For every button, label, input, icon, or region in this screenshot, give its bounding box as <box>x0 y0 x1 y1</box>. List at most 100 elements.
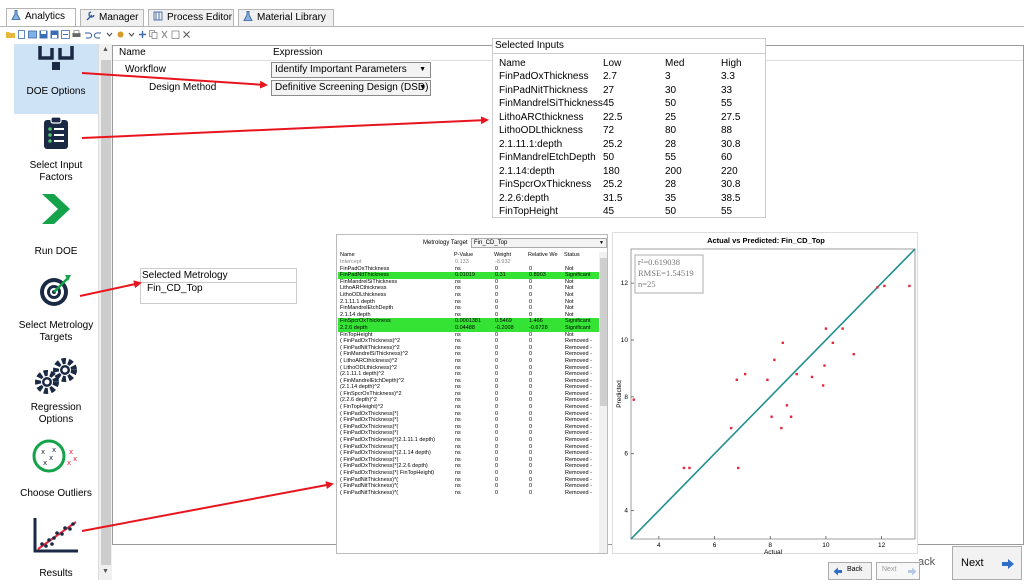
table-row[interactable]: ( FinPadOxThickness)^2 ns 0 0 Removed - <box>338 338 600 345</box>
table-row[interactable]: ( FinPadOxThickness)*( FinTopHeight) ns 0 0… <box>338 470 600 477</box>
design-method-select[interactable]: Definitive Screening Design (DSD) ▼ <box>271 80 431 96</box>
table-row[interactable]: ( FinPadNitThickness)*(ns 0 0 Removed - <box>338 483 600 490</box>
table-row[interactable]: ( FinPadOxThickness)*(ns 0 0 Removed - <box>338 411 600 418</box>
table-row[interactable]: FinSpcrOxThickness 0.0001381 0.5469 1.466 Si… <box>338 318 600 325</box>
tab-manager[interactable]: Manager <box>80 9 144 26</box>
table-row[interactable]: FinPadNitThickness 27 30 33 <box>499 84 761 98</box>
scroll-down-icon[interactable]: ▼ <box>102 568 109 575</box>
chevron-down-icon[interactable] <box>127 30 136 39</box>
table-cell: 0 <box>495 430 499 437</box>
back-button-small[interactable]: Back <box>828 562 872 580</box>
table-row[interactable]: FinMandrelEtchDepth 50 55 60 <box>499 151 761 165</box>
table-cell: ns <box>455 430 461 437</box>
print-icon[interactable] <box>72 29 81 39</box>
scroll-thumb[interactable] <box>600 258 607 406</box>
chevron-down-icon[interactable] <box>105 30 114 39</box>
table-row[interactable]: ( FinSpcrOxThickness)^2 ns 0 0 Removed - <box>338 391 600 398</box>
table-row[interactable]: Intercept 0.133 -8.932 <box>338 259 600 266</box>
new-file-icon[interactable] <box>17 29 26 39</box>
table-cell: FinSpcrOxThickness <box>340 318 391 325</box>
undo-icon[interactable] <box>83 30 92 39</box>
selected-metrology-value[interactable]: Fin_CD_Top <box>147 283 203 294</box>
nav-regression-options[interactable]: Regression Options <box>14 350 98 428</box>
table-row[interactable]: 2.1.14 depth ns 0 0 Not <box>338 312 600 319</box>
next-button[interactable]: Next <box>952 546 1022 580</box>
next-button-small[interactable]: Next <box>876 562 920 580</box>
table-row[interactable]: 2.2.6 depth 0.04488 -0.2008 -0.6728 Signific… <box>338 324 600 332</box>
table-row[interactable]: ( FinPadOxThickness)*(2.2.6 depth) ns 0 0 Re… <box>338 463 600 470</box>
table-row[interactable]: 2.1.11.1 depth ns 0 0 Not <box>338 299 600 306</box>
scroll-up-icon[interactable]: ▲ <box>102 46 109 53</box>
nav-run-doe[interactable]: Run DOE <box>14 188 98 262</box>
table-row[interactable]: FinTopHeight 45 50 55 <box>499 205 761 219</box>
save-icon[interactable] <box>39 30 48 39</box>
cut-icon[interactable] <box>160 30 169 39</box>
open-folder-icon[interactable] <box>6 30 15 39</box>
table-row[interactable]: LithoARCthickness ns 0 0 Not <box>338 285 600 292</box>
table-row[interactable]: (2.1.14 depth)^2 ns 0 0 Removed - <box>338 384 600 391</box>
scroll-thumb[interactable] <box>101 60 111 565</box>
delete-icon[interactable] <box>182 30 191 39</box>
selected-inputs-table: Name Low Med High FinPadOxThickness 2.7 3 3.3 F… <box>499 56 761 219</box>
paste-icon[interactable] <box>171 30 180 39</box>
regression-scrollbar[interactable] <box>599 252 607 553</box>
tab-material-library[interactable]: Material Library <box>238 9 334 26</box>
table-row[interactable]: ( FinPadOxThickness)*(2.1.11.1 depth) ns 0… <box>338 437 600 444</box>
back-button-partial[interactable]: ack <box>918 556 936 568</box>
export-icon[interactable] <box>61 29 70 39</box>
nav-scrollbar[interactable]: ▲ ▼ <box>98 44 112 580</box>
table-row[interactable]: ( LithoARCthickness)^2 ns 0 0 Removed - <box>338 358 600 365</box>
nav-doe-options[interactable]: DOE Options <box>14 44 98 114</box>
tab-analytics[interactable]: Analytics <box>6 8 76 27</box>
redo-icon[interactable] <box>94 30 103 39</box>
table-cell: Removed - <box>565 483 592 490</box>
table-row[interactable]: LithoARCthickness 22.5 25 27.5 <box>499 111 761 125</box>
table-cell: 0 <box>495 265 499 272</box>
table-cell: -8.932 <box>495 259 511 265</box>
table-row[interactable]: ( FinPadNitThickness)^2 ns 0 0 Removed - <box>338 345 600 352</box>
table-row[interactable]: ( FinPadOxThickness)*(ns 0 0 Removed - <box>338 430 600 437</box>
import-icon[interactable] <box>28 30 37 39</box>
table-cell: Significant <box>565 324 591 331</box>
table-row[interactable]: FinTopHeight ns 0 0 Not <box>338 332 600 339</box>
copy-icon[interactable] <box>149 29 158 39</box>
table-row[interactable]: FinMandrelSiThickness 45 50 55 <box>499 97 761 111</box>
table-row[interactable]: LithoODLthickness 72 80 88 <box>499 124 761 138</box>
nav-results[interactable]: Results <box>14 502 98 580</box>
nav-select-metrology-targets[interactable]: Select Metrology Targets <box>14 262 98 350</box>
table-row[interactable]: FinMandrelEtchDepth ns 0 0 Not <box>338 305 600 312</box>
table-row[interactable]: FinPadOxThickness ns 0 0 Not <box>338 266 600 273</box>
table-row[interactable]: 2.2.6:depth 31.5 35 38.5 <box>499 192 761 206</box>
add-icon[interactable] <box>138 30 147 39</box>
table-row[interactable]: 2.1.11.1:depth 25.2 28 30.8 <box>499 138 761 152</box>
table-row[interactable]: ( FinPadNitThickness)*(ns 0 0 Removed - <box>338 477 600 484</box>
settings-icon[interactable] <box>116 30 125 39</box>
table-row[interactable]: 2.1.14:depth 180 200 220 <box>499 165 761 179</box>
table-row[interactable]: ( LithoODLthickness)^2 ns 0 0 Removed - <box>338 365 600 372</box>
table-row[interactable]: FinPadNitThickness 0.01019 0.31 0.8903 Signi… <box>338 272 600 279</box>
nav-choose-outliers[interactable]: x x x x x x x Choose Outliers <box>14 428 98 502</box>
tab-process-editor[interactable]: Process Editor <box>148 9 234 26</box>
table-row[interactable]: FinMandrelSiThickness ns 0 0 Not <box>338 279 600 286</box>
x-tick-label: 10 <box>822 542 830 549</box>
table-row[interactable]: ( FinTopHeight)^2 ns 0 0 Removed - <box>338 404 600 411</box>
reg-col-name: Name <box>340 252 355 258</box>
table-row[interactable]: ( FinPadOxThickness)*(ns 0 0 Removed - <box>338 457 600 464</box>
metrology-target-select[interactable]: Fin_CD_Top ▼ <box>471 238 607 248</box>
table-row[interactable]: ( FinPadOxThickness)*(ns 0 0 Removed - <box>338 424 600 431</box>
table-row[interactable]: ( FinPadOxThickness)*(2.1.14 depth) ns 0 0 R… <box>338 450 600 457</box>
workflow-select[interactable]: Identify Important Parameters ▼ <box>271 62 431 78</box>
nav-select-input-factors[interactable]: Select Input Factors <box>14 114 98 188</box>
save-as-icon[interactable] <box>50 30 59 39</box>
table-row[interactable]: ( FinPadOxThickness)*(ns 0 0 Removed - <box>338 417 600 424</box>
table-row[interactable]: ( FinMandrelEtchDepth)^2 ns 0 0 Removed - <box>338 378 600 385</box>
table-row[interactable]: ( FinPadOxThickness)*(ns 0 0 Removed - <box>338 444 600 451</box>
table-row[interactable]: FinPadOxThickness 2.7 3 3.3 <box>499 70 761 84</box>
table-row[interactable]: LithoODLthickness ns 0 0 Not <box>338 292 600 299</box>
table-row[interactable]: FinSpcrOxThickness 25.2 28 30.8 <box>499 178 761 192</box>
table-row[interactable]: ( FinMandrelSiThickness)^2 ns 0 0 Removed - <box>338 351 600 358</box>
table-row[interactable]: (2.2.6 depth)^2 ns 0 0 Removed - <box>338 397 600 404</box>
table-row[interactable]: (2.1.11.1 depth)^2 ns 0 0 Removed - <box>338 371 600 378</box>
selected-metrology-header: Selected Metrology <box>142 270 228 281</box>
table-row[interactable]: ( FinPadNitThickness)*(ns 0 0 Removed - <box>338 490 600 497</box>
